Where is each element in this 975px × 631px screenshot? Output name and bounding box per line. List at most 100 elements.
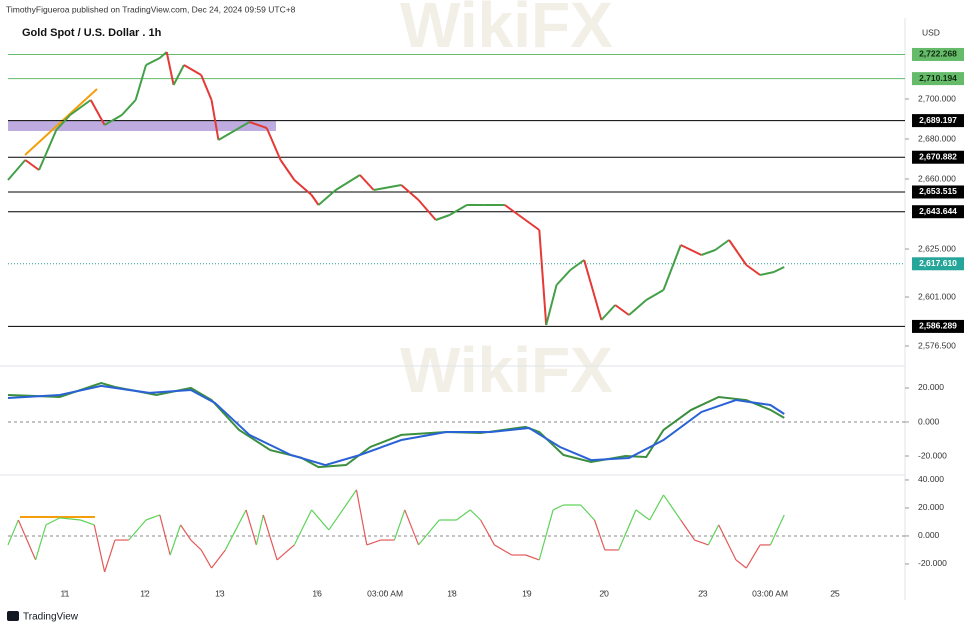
y-tick-label: 2,601.000 [918,291,956,301]
line-segment [580,504,595,521]
line-segment [645,289,665,301]
line-segment [172,64,185,86]
level-label: 2,643.644 [919,206,957,216]
line-segment [373,184,402,191]
level-label: 2,722.268 [919,49,957,59]
x-tick-label: 03:00 AM [367,588,403,598]
line-segment [45,517,61,526]
line-segment [55,114,71,131]
line-segment [276,544,295,561]
line-segment [183,64,202,76]
watermark: WikiFX [400,334,613,406]
line-segment [663,494,682,521]
line-segment [24,159,40,171]
line-segment [435,214,450,221]
line-segment [707,524,720,546]
line-segment [59,517,81,521]
line-segment [701,249,716,256]
level-label-box [912,47,964,61]
line-segment [159,514,171,556]
line-segment [718,524,737,561]
line-segment [635,509,651,521]
line-segment [393,509,406,541]
level-label-box [912,150,964,164]
line-segment [165,51,175,86]
line-segment [255,514,264,546]
line-segment [355,489,368,546]
line-segment [335,174,361,191]
line-segment [769,514,785,546]
level-label-box [912,185,964,199]
line-segment [662,244,682,291]
trend-drawing [24,88,98,156]
y-tick-label: 20.000 [918,502,944,512]
level-label: 2,586.289 [919,321,957,331]
zone-highlight [8,121,276,131]
line-segment [93,524,106,573]
line-segment [310,194,320,206]
line-segment [359,174,375,191]
line-segment [159,51,168,59]
line-segment [169,524,182,556]
y-tick-label: 2,700.000 [918,93,956,103]
line-segment [7,519,19,546]
line-segment [7,159,27,181]
line-segment [279,159,296,181]
line-segment [293,179,313,196]
line-segment [649,494,665,521]
y-tick-label: 40.000 [918,474,944,484]
line-segment [200,74,213,101]
line-segment [745,264,761,276]
level-label: 2,689.197 [919,115,957,125]
line-segment [311,509,330,531]
line-segment [404,509,420,546]
line-segment [200,549,213,569]
x-tick-label: 16 [312,588,322,598]
currency: USD [922,27,940,37]
line-segment [17,519,37,561]
line-segment [600,304,616,321]
y-tick-label: 0.000 [918,416,940,426]
line-segment [134,64,147,101]
x-tick-label: 18 [447,588,457,598]
y-tick-label: 0.000 [918,530,940,540]
line-segment [480,519,495,546]
tradingview-logo: TradingView [7,611,79,623]
line-segment [735,559,747,569]
x-tick-label: 20 [599,588,609,598]
line-segment [518,214,540,231]
watermark: WikiFX [400,0,613,61]
line-segment [552,504,564,511]
line-segment [494,544,513,556]
line-segment [628,299,647,316]
line-segment [456,509,471,521]
line-segment [210,99,220,141]
y-tick-label: -20.000 [918,558,947,568]
line-segment [418,519,440,546]
publisher-info: TimothyFigueroa published on TradingView… [6,4,296,14]
level-label: 2,710.194 [919,73,957,83]
line-segment [545,284,558,326]
line-segment [217,129,237,141]
line-segment [555,269,572,286]
line-segment [504,204,520,216]
line-segment [121,99,137,116]
logo-icon [7,611,19,621]
line-segment [80,519,95,526]
line-segment [525,554,540,561]
line-segment [538,509,554,561]
line-segment [128,519,147,541]
line-segment [400,184,420,201]
y-tick-label: 2,680.000 [918,133,956,143]
line-segment [262,514,278,561]
line-segment [345,489,357,506]
line-segment [759,271,775,276]
y-tick-label: -20.000 [918,450,947,460]
y-tick-label: 20.000 [918,382,944,392]
line-segment [245,509,257,546]
line-segment [773,266,785,273]
line-segment [583,259,603,321]
line-segment [224,509,247,551]
line-segment [265,127,282,161]
